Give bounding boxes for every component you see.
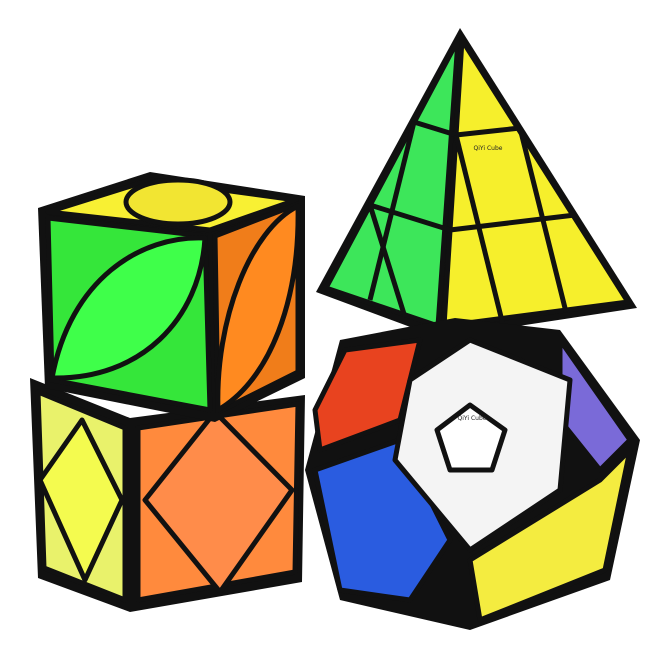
pyraminx-left-face xyxy=(323,37,461,329)
megaminx-yellow-face xyxy=(467,447,633,623)
megaminx-logo: QiYi Cube xyxy=(458,415,487,422)
skewb xyxy=(30,378,305,612)
ivy-right-leaf xyxy=(215,203,301,413)
skewb-left-center xyxy=(37,417,125,583)
pyraminx-cut-3 xyxy=(367,121,417,301)
pyraminx-row-2 xyxy=(369,202,576,233)
pyraminx-cut-2 xyxy=(517,127,569,313)
pyraminx-cut-1 xyxy=(453,134,506,326)
ivy-cube xyxy=(38,172,305,422)
pyraminx: QiYi Cube xyxy=(316,28,637,338)
ivy-top-leaf xyxy=(123,177,233,227)
pyraminx-logo: QiYi Cube xyxy=(474,145,503,152)
megaminx-red-face xyxy=(312,337,423,453)
pyraminx-grid xyxy=(367,119,576,326)
ivy-front-leaf xyxy=(49,235,208,381)
pyraminx-cut-4 xyxy=(367,204,407,315)
skewb-right-center xyxy=(142,409,295,595)
megaminx-white-center xyxy=(434,402,508,473)
megaminx: QiYi Cube xyxy=(305,318,640,630)
